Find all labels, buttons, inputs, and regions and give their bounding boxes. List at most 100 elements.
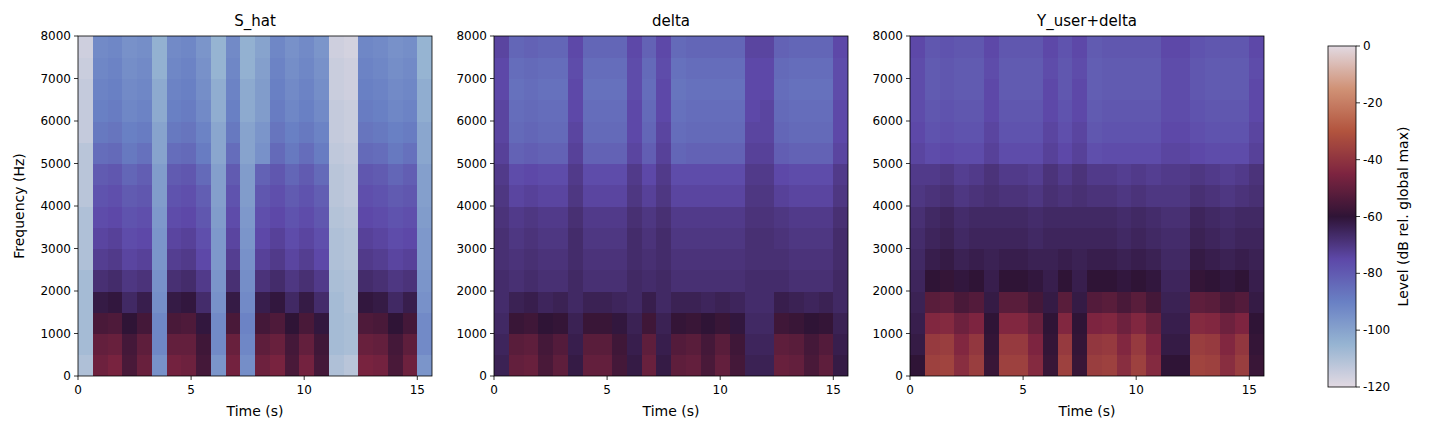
cell: [671, 36, 686, 58]
cell: [804, 142, 819, 164]
cell: [804, 164, 819, 186]
cell: [789, 249, 804, 271]
cell: [1249, 291, 1264, 313]
cell: [417, 79, 432, 101]
cell: [1028, 227, 1043, 249]
cell: [583, 334, 598, 356]
cell: [226, 142, 241, 164]
cell: [627, 121, 642, 143]
cell: [819, 206, 834, 228]
cell: [181, 270, 196, 292]
cell: [1028, 185, 1043, 207]
cell: [910, 79, 925, 101]
cell: [1028, 312, 1043, 334]
x-tick-label: 10: [297, 383, 312, 397]
cell: [656, 334, 671, 356]
cell: [627, 312, 642, 334]
cell: [612, 334, 627, 356]
cell: [524, 100, 539, 122]
cell: [388, 185, 403, 207]
cell: [1028, 206, 1043, 228]
colorbar-scale: [1328, 46, 1356, 387]
cell: [1205, 79, 1220, 101]
cell: [181, 291, 196, 313]
cell: [403, 185, 418, 207]
x-tick-label: 5: [187, 383, 195, 397]
cell: [999, 206, 1014, 228]
cell: [701, 270, 716, 292]
cell: [1161, 312, 1176, 334]
cell: [181, 227, 196, 249]
cell: [299, 185, 314, 207]
cell: [1249, 142, 1264, 164]
cell: [612, 79, 627, 101]
cell: [240, 142, 255, 164]
cell: [774, 206, 789, 228]
cell: [910, 57, 925, 79]
cell: [509, 355, 524, 376]
cell: [167, 57, 182, 79]
cell: [925, 270, 940, 292]
cell: [240, 206, 255, 228]
cell: [1176, 164, 1191, 186]
cell: [686, 312, 701, 334]
cell: [1043, 36, 1058, 58]
cell: [1205, 312, 1220, 334]
cell: [329, 206, 344, 228]
cell: [954, 79, 969, 101]
cell: [701, 227, 716, 249]
cell: [833, 270, 848, 292]
cell: [196, 206, 211, 228]
x-tick-label: 10: [1129, 383, 1144, 397]
cell: [388, 270, 403, 292]
cell: [1043, 270, 1058, 292]
y-tick: [490, 206, 494, 207]
cell: [329, 79, 344, 101]
cell: [1220, 334, 1235, 356]
cell: [833, 36, 848, 58]
cell: [358, 36, 373, 58]
cell: [1131, 36, 1146, 58]
cell: [373, 227, 388, 249]
cell: [730, 100, 745, 122]
cell: [152, 164, 167, 186]
cell: [1087, 79, 1102, 101]
cell: [509, 164, 524, 186]
cell: [358, 270, 373, 292]
cell: [1117, 270, 1132, 292]
cell: [255, 291, 270, 313]
cell: [999, 79, 1014, 101]
cell: [167, 312, 182, 334]
cell: [999, 185, 1014, 207]
cell: [373, 36, 388, 58]
cell: [285, 142, 300, 164]
cell: [358, 355, 373, 376]
cell: [1013, 142, 1028, 164]
cell: [1235, 142, 1250, 164]
cell: [984, 57, 999, 79]
cell: [255, 164, 270, 186]
cell: [122, 291, 137, 313]
cell: [730, 227, 745, 249]
cell: [1190, 249, 1205, 271]
cell: [78, 164, 93, 186]
cell: [686, 355, 701, 376]
cell: [417, 206, 432, 228]
cell: [255, 57, 270, 79]
x-tick-label: 5: [603, 383, 611, 397]
cell: [344, 270, 359, 292]
cell: [196, 142, 211, 164]
cell: [1161, 57, 1176, 79]
cell: [642, 270, 657, 292]
cell: [403, 79, 418, 101]
cell: [789, 185, 804, 207]
cell: [196, 249, 211, 271]
cell: [524, 334, 539, 356]
cell: [1117, 121, 1132, 143]
cell: [984, 355, 999, 376]
cell: [730, 57, 745, 79]
cell: [715, 249, 730, 271]
cell: [671, 57, 686, 79]
cell: [999, 312, 1014, 334]
cell: [568, 291, 583, 313]
